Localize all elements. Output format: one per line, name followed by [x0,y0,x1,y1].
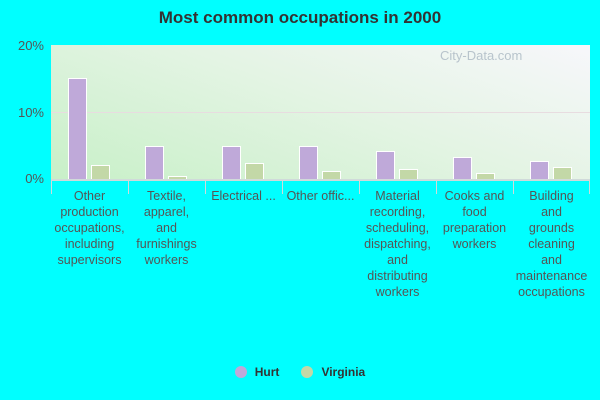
x-label: Cooks and food preparation workers [442,189,507,251]
x-tick [436,179,437,194]
bar-hurt[interactable] [68,77,87,179]
watermark: City-Data.com [440,48,523,63]
bar-hurt[interactable] [376,151,395,179]
bar-hurt[interactable] [530,160,549,179]
x-label: Other offic... [286,189,355,203]
x-tick [513,179,514,194]
x-label: Building and grounds cleaning and mainte… [515,189,588,299]
x-tick [128,179,129,194]
bar-virginia[interactable] [245,163,264,179]
x-label: Other production occupations, including … [54,189,125,267]
x-tick [51,179,52,194]
chart-title: Most common occupations in 2000 [158,8,442,27]
x-tick [205,179,206,194]
x-tick [282,179,283,194]
legend: Hurt Virginia [0,365,600,379]
x-label: Textile, apparel, and furnishings worker… [136,189,197,267]
y-tick-10: 10% [17,105,44,120]
bar-hurt[interactable] [145,145,164,179]
legend-item-virginia[interactable]: Virginia [301,365,365,379]
y-tick-20: 20% [17,38,44,53]
bar-virginia[interactable] [91,164,110,179]
x-tick [359,179,360,194]
bar-virginia[interactable] [553,167,572,179]
bar-virginia[interactable] [399,169,418,179]
legend-item-hurt[interactable]: Hurt [234,365,280,379]
bar-hurt[interactable] [453,156,472,179]
plot-area [51,45,590,179]
legend-label-virginia: Virginia [321,365,366,379]
legend-dot-virginia-icon [301,366,314,378]
x-axis-line [51,179,590,181]
gridline-10 [51,112,590,113]
legend-dot-hurt-icon [234,366,247,378]
y-tick-0: 0% [25,171,44,186]
bar-virginia[interactable] [168,176,187,179]
x-tick [589,179,590,194]
x-label: Material recording, scheduling, dispatch… [364,189,431,299]
bar-virginia[interactable] [476,173,495,179]
x-label: Electrical ... [211,189,276,203]
bar-hurt[interactable] [222,145,241,179]
legend-label-hurt: Hurt [254,365,280,379]
bar-hurt[interactable] [299,145,318,179]
bar-virginia[interactable] [322,171,341,179]
